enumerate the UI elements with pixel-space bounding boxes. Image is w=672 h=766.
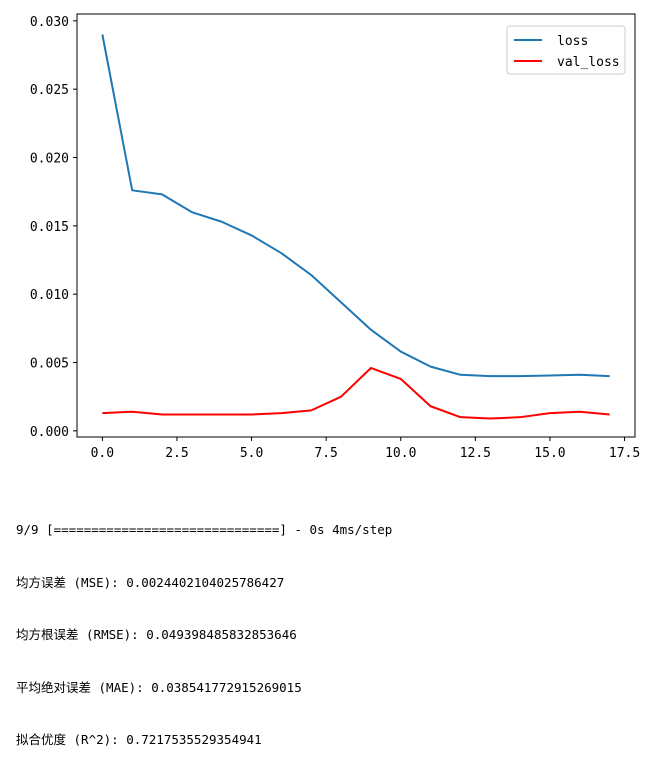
y-tick-label: 0.005 — [30, 357, 69, 372]
y-tick-label: 0.010 — [30, 288, 69, 303]
y-tick-label: 0.030 — [30, 15, 69, 30]
y-axis-ticks: 0.000 0.005 0.010 0.015 0.020 0.025 0.030 — [30, 15, 77, 440]
x-tick-label: 2.5 — [165, 446, 188, 461]
y-tick-label: 0.015 — [30, 220, 69, 235]
loss-chart: 0.0 2.5 5.0 7.5 10.0 12.5 15.0 17.5 0.0000.0050… — [30, 13, 640, 461]
x-tick-label: 5.0 — [240, 446, 263, 461]
console-line-r2: 拟合优度 (R^2): 0.7217535529354941 — [16, 732, 262, 747]
console-line-mse: 均方误差 (MSE): 0.0024402104025786427 — [16, 574, 285, 590]
x-tick-label: 17.5 — [609, 446, 640, 461]
x-axis-ticks: 0.0 2.5 5.0 7.5 10.0 12.5 15.0 17.5 — [91, 437, 640, 461]
x-tick-label: 12.5 — [460, 446, 491, 461]
y-tick-label: 0.020 — [30, 152, 69, 167]
x-tick-label: 10.0 — [385, 446, 416, 461]
series-line-loss — [101, 34, 610, 378]
console-output: 9/9 [==============================] - 0… — [16, 486, 666, 766]
console-line-mae: 平均绝对误差 (MAE): 0.038541772915269015 — [16, 679, 302, 695]
series-line-val-loss — [102, 366, 610, 420]
x-tick-label: 0.0 — [91, 446, 114, 461]
legend-label-val-loss: val_loss — [557, 55, 620, 70]
plot-frame — [76, 13, 636, 438]
x-tick-label: 7.5 — [314, 446, 337, 461]
series-lines — [101, 34, 610, 420]
console-line-rmse: 均方根误差 (RMSE): 0.049398485832853646 — [16, 627, 297, 642]
legend: loss val_loss — [506, 25, 626, 75]
console-line-progress: 9/9 [==============================] - 0… — [16, 522, 393, 537]
y-tick-label: 0.025 — [30, 83, 69, 98]
y-tick-label: 0.000 — [30, 425, 69, 440]
legend-label-loss: loss — [557, 34, 588, 49]
x-tick-label: 15.0 — [534, 446, 565, 461]
